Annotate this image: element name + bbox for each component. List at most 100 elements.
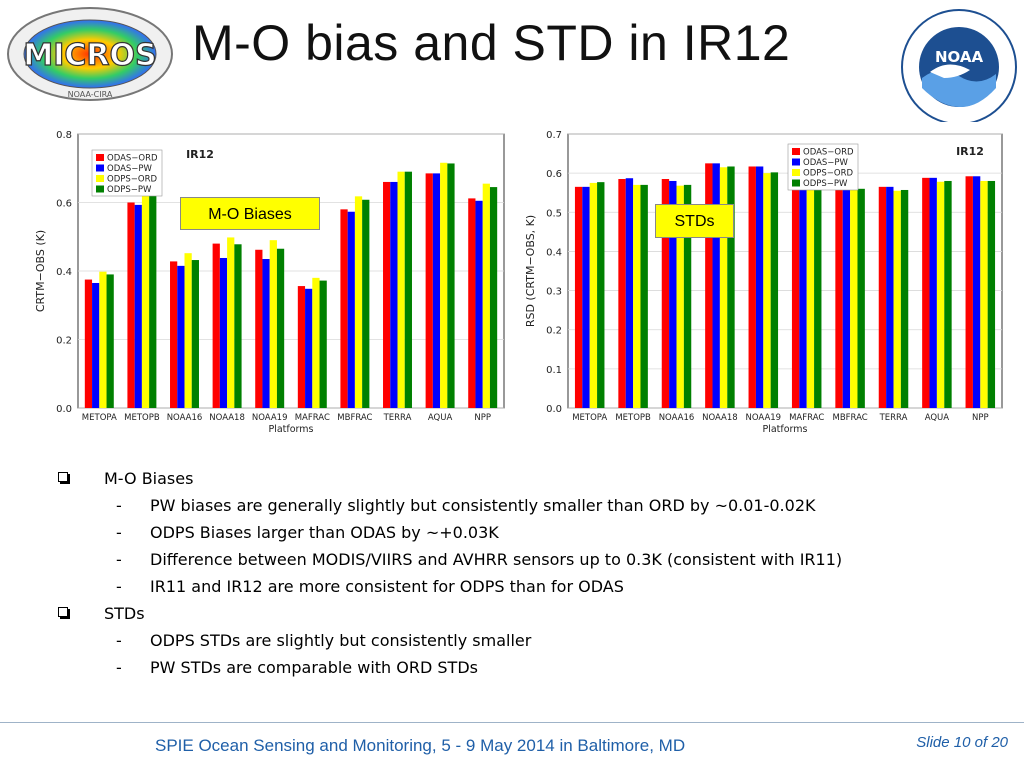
bar	[965, 176, 973, 408]
legend-label: ODAS−PW	[107, 164, 153, 174]
legend-label: ODPS−ORD	[107, 175, 157, 185]
y-tick-label: 0.0	[546, 404, 562, 415]
bar	[669, 180, 677, 408]
x-tick-label: METOPA	[572, 413, 607, 423]
bullet-item: - Difference between MODIS/VIIRS and AVHR…	[58, 546, 1008, 573]
legend-label: ODPS−ORD	[803, 169, 853, 179]
noaa-logo-text: NOAA	[935, 48, 984, 66]
bar	[489, 187, 498, 408]
bar	[184, 253, 192, 408]
bar	[763, 173, 771, 408]
bar	[149, 192, 157, 408]
legend-swatch	[96, 154, 104, 161]
bar	[141, 188, 150, 408]
y-tick-label: 0.4	[546, 247, 562, 258]
bar	[597, 182, 605, 408]
micros-logo: MICROS NOAA-CIRA	[5, 5, 175, 103]
x-tick-label: MBFRAC	[337, 413, 372, 423]
bar	[748, 166, 756, 408]
bar	[106, 274, 114, 408]
bar	[255, 249, 263, 408]
y-tick-label: 0.1	[546, 365, 562, 376]
bar	[297, 286, 306, 408]
footer-text: SPIE Ocean Sensing and Monitoring, 5 - 9…	[155, 736, 686, 755]
y-tick-label: 0.5	[546, 208, 562, 219]
bullet-heading: M-O Biases	[58, 465, 1008, 492]
dash-icon: -	[116, 577, 122, 596]
checkbox-bullet-icon	[58, 607, 68, 617]
bar	[972, 176, 981, 408]
bar	[99, 271, 107, 408]
x-tick-label: NOAA19	[252, 413, 288, 423]
dash-icon: -	[116, 631, 122, 650]
bar	[219, 257, 228, 408]
y-tick-label: 0.8	[56, 130, 72, 141]
bar	[362, 199, 370, 408]
micros-logo-bottom-text: NOAA-CIRA	[68, 90, 113, 99]
bar	[814, 186, 822, 408]
slide-current: 10	[953, 734, 971, 751]
legend-swatch	[96, 164, 104, 172]
y-axis-label: CRTM−OBS (K)	[34, 230, 47, 312]
bar	[727, 166, 735, 408]
bar	[482, 183, 490, 408]
bar	[640, 184, 648, 408]
bar	[661, 179, 670, 408]
bullet-item: - PW STDs are comparable with ORD STDs	[58, 654, 1008, 681]
bullet-item-text: ODPS STDs are slightly but consistently …	[150, 631, 532, 650]
bar	[276, 248, 285, 408]
bar	[886, 186, 894, 408]
bullet-item: - PW biases are generally slightly but co…	[58, 492, 1008, 519]
bullet-list: M-O Biases - PW biases are generally slig…	[58, 465, 1008, 681]
bar	[633, 184, 641, 408]
bar	[922, 177, 930, 408]
legend-swatch	[792, 179, 800, 187]
y-tick-label: 0.4	[56, 267, 72, 278]
bar	[440, 162, 448, 408]
bar	[857, 188, 865, 408]
y-tick-label: 0.0	[56, 404, 72, 415]
bar	[127, 202, 135, 408]
bar	[340, 209, 348, 408]
bar	[354, 196, 363, 408]
bar	[447, 163, 455, 408]
x-tick-label: TERRA	[879, 413, 908, 423]
y-tick-label: 0.6	[56, 199, 72, 210]
bar	[397, 171, 405, 408]
x-tick-label: NOAA16	[659, 413, 695, 423]
bar	[719, 167, 728, 408]
bullet-heading-label: M-O Biases	[104, 469, 194, 488]
x-tick-label: NOAA19	[746, 413, 782, 423]
legend-label: ODAS−PW	[803, 158, 849, 168]
dash-icon: -	[116, 658, 122, 677]
std-chart: 0.0 0.1 0.2 0.3 0.4 0.5 0.6 0.7 RSD (CRTM−OBS, K…	[520, 122, 1008, 444]
chart-title: IR12	[956, 145, 984, 158]
y-tick-label: 0.2	[546, 326, 562, 337]
bar	[312, 277, 320, 408]
legend-label: ODPS−PW	[803, 179, 848, 189]
x-tick-label: METOPB	[615, 413, 651, 423]
bar	[92, 282, 100, 408]
legend-swatch	[792, 169, 800, 176]
legend-label: ODAS−ORD	[803, 148, 854, 158]
bullet-item-text: Difference between MODIS/VIIRS and AVHRR…	[150, 550, 843, 569]
dash-icon: -	[116, 550, 122, 569]
bar	[305, 288, 313, 408]
bar	[835, 180, 843, 408]
bar	[383, 181, 391, 408]
bar	[212, 243, 220, 408]
bar	[574, 186, 583, 408]
bar	[234, 244, 242, 408]
x-tick-label: MAFRAC	[295, 413, 330, 423]
chart-svg: 0.0 0.2 0.4 0.6 0.8 CRTM−OBS (K) METOPA METOPB N…	[34, 130, 505, 435]
page-title: M-O bias and STD in IR12	[192, 15, 791, 71]
legend-swatch	[792, 158, 800, 166]
dash-icon: -	[116, 523, 122, 542]
bar	[475, 200, 483, 408]
bullet-item-text: PW biases are generally slightly but con…	[150, 496, 816, 515]
bar	[791, 182, 800, 408]
x-tick-label: METOPB	[124, 413, 160, 423]
y-axis-label: RSD (CRTM−OBS, K)	[524, 215, 537, 327]
bullet-item-text: IR11 and IR12 are more consistent for OD…	[150, 577, 624, 596]
bar	[755, 166, 764, 408]
